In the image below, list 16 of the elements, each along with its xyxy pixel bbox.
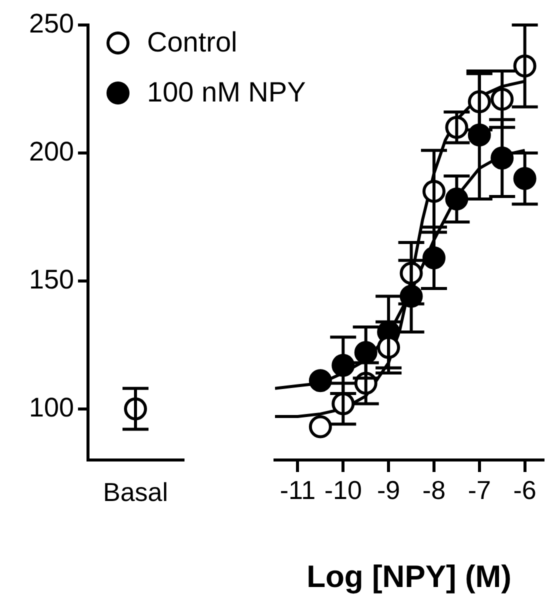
y-tick-label: 200 bbox=[28, 136, 74, 166]
x-tick-label: -10 bbox=[324, 474, 362, 505]
y-tick-label: 150 bbox=[28, 264, 74, 294]
x-tick-label: Basal bbox=[102, 476, 168, 507]
x-axis-title: Log [NPY] (M) bbox=[306, 558, 512, 594]
x-tick-label: -9 bbox=[376, 474, 400, 505]
x-tick-label: -11 bbox=[280, 474, 316, 505]
x-tick-label: -8 bbox=[422, 474, 446, 505]
legend-label: Control bbox=[147, 26, 238, 58]
x-tick-label: -6 bbox=[513, 474, 536, 505]
y-tick-label: 250 bbox=[28, 8, 74, 38]
point bbox=[308, 415, 332, 438]
legend-label: 100 nM NPY bbox=[147, 76, 306, 108]
x-tick-label: -7 bbox=[468, 474, 491, 505]
point bbox=[308, 369, 332, 392]
y-tick-label: 100 bbox=[28, 392, 74, 422]
